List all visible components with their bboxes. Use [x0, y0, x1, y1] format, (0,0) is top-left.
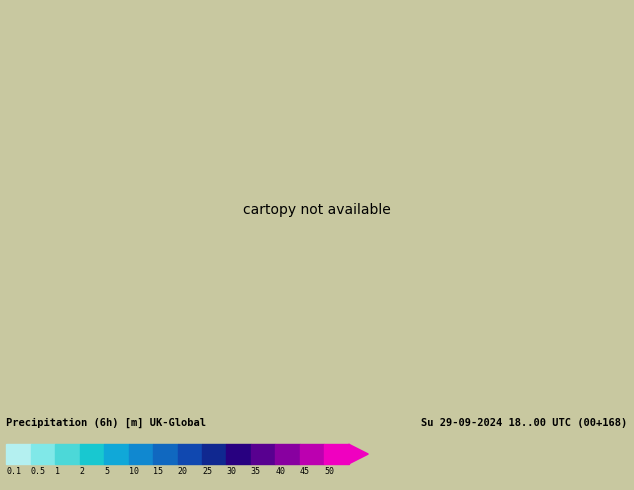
Text: 0.5: 0.5 — [31, 467, 46, 476]
Text: Precipitation (6h) [m] UK-Global: Precipitation (6h) [m] UK-Global — [6, 418, 206, 428]
Bar — [129, 444, 153, 464]
Text: Su 29-09-2024 18..00 UTC (00+168): Su 29-09-2024 18..00 UTC (00+168) — [422, 418, 628, 428]
Bar — [202, 444, 226, 464]
Bar — [324, 444, 349, 464]
Text: 25: 25 — [202, 467, 212, 476]
Bar — [6, 444, 31, 464]
Text: 20: 20 — [178, 467, 188, 476]
Text: 2: 2 — [80, 467, 85, 476]
Bar — [31, 444, 55, 464]
Text: 1: 1 — [55, 467, 60, 476]
Bar — [104, 444, 129, 464]
Text: 15: 15 — [153, 467, 163, 476]
Bar — [226, 444, 251, 464]
Text: cartopy not available: cartopy not available — [243, 203, 391, 217]
Text: 30: 30 — [226, 467, 236, 476]
Polygon shape — [349, 444, 368, 464]
Bar — [80, 444, 104, 464]
Bar — [251, 444, 275, 464]
Bar — [178, 444, 202, 464]
Text: 0.1: 0.1 — [6, 467, 22, 476]
Text: 50: 50 — [324, 467, 334, 476]
Text: 45: 45 — [300, 467, 310, 476]
Bar — [55, 444, 80, 464]
Bar — [275, 444, 300, 464]
Text: 10: 10 — [129, 467, 139, 476]
Bar — [153, 444, 178, 464]
Text: 40: 40 — [275, 467, 285, 476]
Text: 35: 35 — [251, 467, 261, 476]
Bar — [300, 444, 324, 464]
Text: 5: 5 — [104, 467, 109, 476]
